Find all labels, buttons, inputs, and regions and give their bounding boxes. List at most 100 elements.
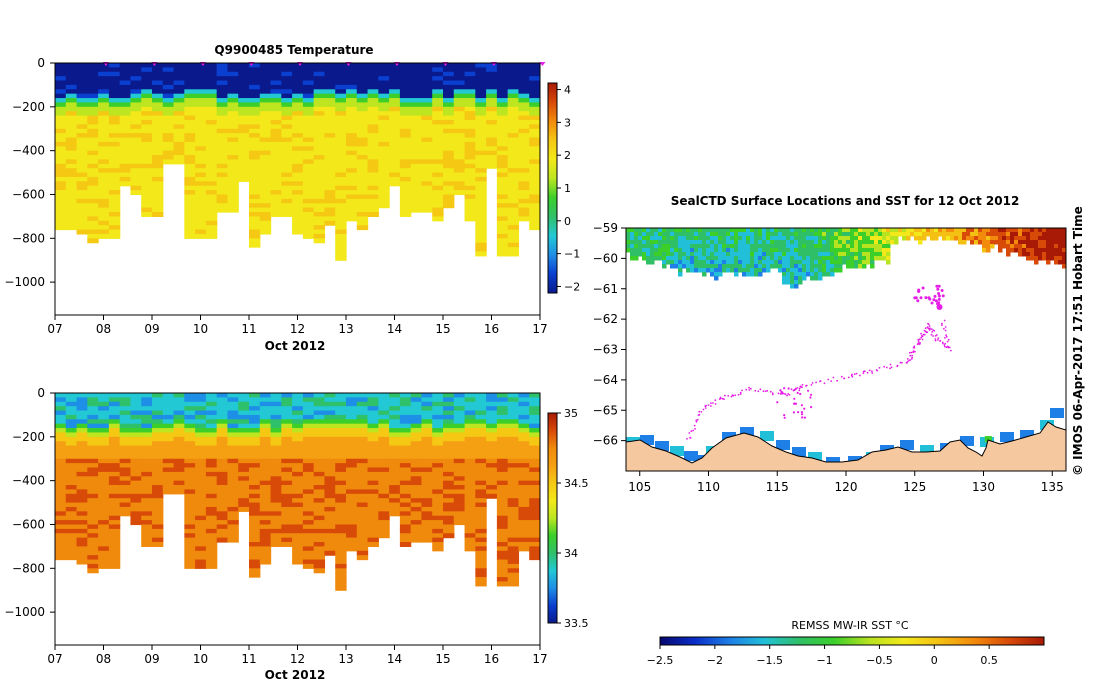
heatmap-cell — [421, 406, 433, 412]
heatmap-cell — [87, 67, 99, 73]
heatmap-cell — [410, 471, 423, 477]
heatmap-cell — [76, 137, 88, 143]
seal-location — [913, 345, 916, 348]
heatmap-cell — [216, 185, 229, 191]
heatmap-cell — [346, 146, 358, 152]
sst-cell — [802, 252, 807, 257]
sst-cell — [970, 228, 975, 233]
heatmap-cell — [529, 493, 540, 499]
heatmap-cell — [367, 436, 379, 442]
heatmap-cell — [249, 176, 261, 182]
heatmap-cell — [464, 528, 476, 534]
sst-cell — [722, 264, 727, 269]
sst-cell — [634, 228, 639, 233]
sst-cell — [770, 248, 775, 253]
heatmap-cell — [367, 212, 379, 217]
heatmap-cell — [410, 89, 423, 95]
heatmap-cell — [270, 428, 282, 434]
heatmap-cell — [464, 480, 476, 486]
heatmap-cell — [367, 498, 379, 504]
heatmap-cell — [65, 106, 78, 112]
colorbar-tick-label: −2 — [564, 280, 580, 293]
heatmap-cell — [324, 406, 336, 412]
heatmap-cell — [529, 67, 540, 73]
heatmap-cell — [87, 238, 99, 244]
heatmap-cell — [443, 445, 455, 451]
heatmap-cell — [302, 467, 315, 473]
heatmap-cell — [195, 463, 207, 469]
heatmap-cell — [195, 225, 207, 231]
heatmap-cell — [335, 506, 347, 512]
heatmap-cell — [443, 410, 455, 416]
heatmap-cell — [421, 410, 433, 416]
heatmap-cell — [410, 146, 423, 152]
sst-cell — [1030, 244, 1035, 249]
sst-cell — [794, 280, 799, 285]
sst-cell — [858, 260, 863, 265]
heatmap-cell — [152, 533, 164, 539]
heatmap-cell — [496, 414, 509, 420]
sst-cell — [900, 440, 914, 450]
seal-location — [714, 399, 717, 402]
heatmap-cell — [130, 71, 142, 77]
heatmap-cell — [399, 111, 412, 117]
sst-cell — [718, 260, 723, 265]
heatmap-cell — [65, 524, 78, 530]
sst-cell — [698, 232, 703, 237]
heatmap-cell — [98, 493, 110, 499]
heatmap-cell — [195, 428, 207, 434]
heatmap-cell — [281, 506, 293, 512]
heatmap-cell — [389, 493, 401, 499]
heatmap-cell — [464, 168, 476, 174]
heatmap-cell — [389, 436, 401, 442]
heatmap-cell — [152, 168, 164, 174]
heatmap-cell — [313, 533, 326, 539]
heatmap-cell — [486, 485, 498, 491]
sst-cell — [750, 252, 755, 257]
heatmap-cell — [216, 84, 229, 90]
heatmap-cell — [76, 493, 88, 499]
heatmap-cell — [238, 93, 250, 99]
heatmap-cell — [443, 498, 455, 504]
heatmap-cell — [410, 76, 423, 82]
heatmap-cell — [65, 458, 78, 464]
heatmap-cell — [410, 458, 423, 464]
sst-cell — [1030, 232, 1035, 237]
heatmap-cell — [292, 467, 304, 473]
heatmap-cell — [378, 89, 390, 95]
sst-cell — [778, 228, 783, 233]
heatmap-cell — [270, 467, 282, 473]
heatmap-cell — [443, 393, 455, 398]
heatmap-cell — [378, 124, 390, 130]
heatmap-cell — [421, 515, 433, 521]
heatmap-cell — [496, 572, 509, 578]
sst-cell — [786, 228, 791, 233]
sst-cell — [726, 240, 731, 245]
sst-cell — [838, 240, 843, 245]
heatmap-cell — [281, 163, 293, 169]
heatmap-cell — [259, 480, 272, 486]
sst-cell — [958, 240, 963, 245]
heatmap-cell — [259, 471, 272, 477]
heatmap-cell — [443, 146, 455, 152]
heatmap-cell — [496, 203, 509, 209]
heatmap-cell — [475, 185, 487, 191]
sst-cell — [662, 232, 667, 237]
heatmap-cell — [152, 106, 164, 112]
heatmap-cell — [324, 454, 336, 460]
heatmap-cell — [378, 441, 390, 447]
heatmap-cell — [76, 67, 88, 73]
heatmap-cell — [87, 493, 99, 499]
heatmap-cell — [486, 119, 498, 125]
sst-cell — [714, 260, 719, 265]
sst-cell — [834, 252, 839, 257]
seal-location — [922, 333, 925, 336]
sst-cell — [674, 240, 679, 245]
heatmap-cell — [529, 397, 540, 403]
heatmap-cell — [173, 71, 185, 77]
lon-tick-label: 125 — [903, 480, 926, 494]
heatmap-cell — [281, 137, 293, 143]
heatmap-cell — [432, 502, 444, 508]
heatmap-cell — [529, 489, 540, 495]
heatmap-cell — [518, 141, 530, 147]
